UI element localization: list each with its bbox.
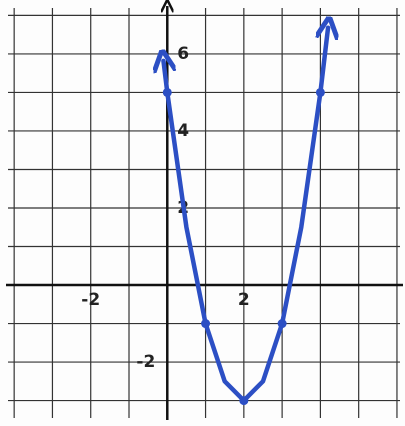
point: [278, 319, 287, 328]
x-tick-label: -2: [81, 290, 100, 310]
point: [316, 88, 325, 97]
x-tick-label: 2: [238, 290, 250, 310]
point: [163, 88, 172, 97]
y-tick-label: 6: [177, 44, 189, 64]
y-tick-label: -2: [136, 352, 155, 372]
point: [239, 396, 248, 405]
chart: -22-2246: [0, 0, 405, 426]
point: [201, 319, 210, 328]
y-tick-label: 4: [177, 121, 189, 141]
